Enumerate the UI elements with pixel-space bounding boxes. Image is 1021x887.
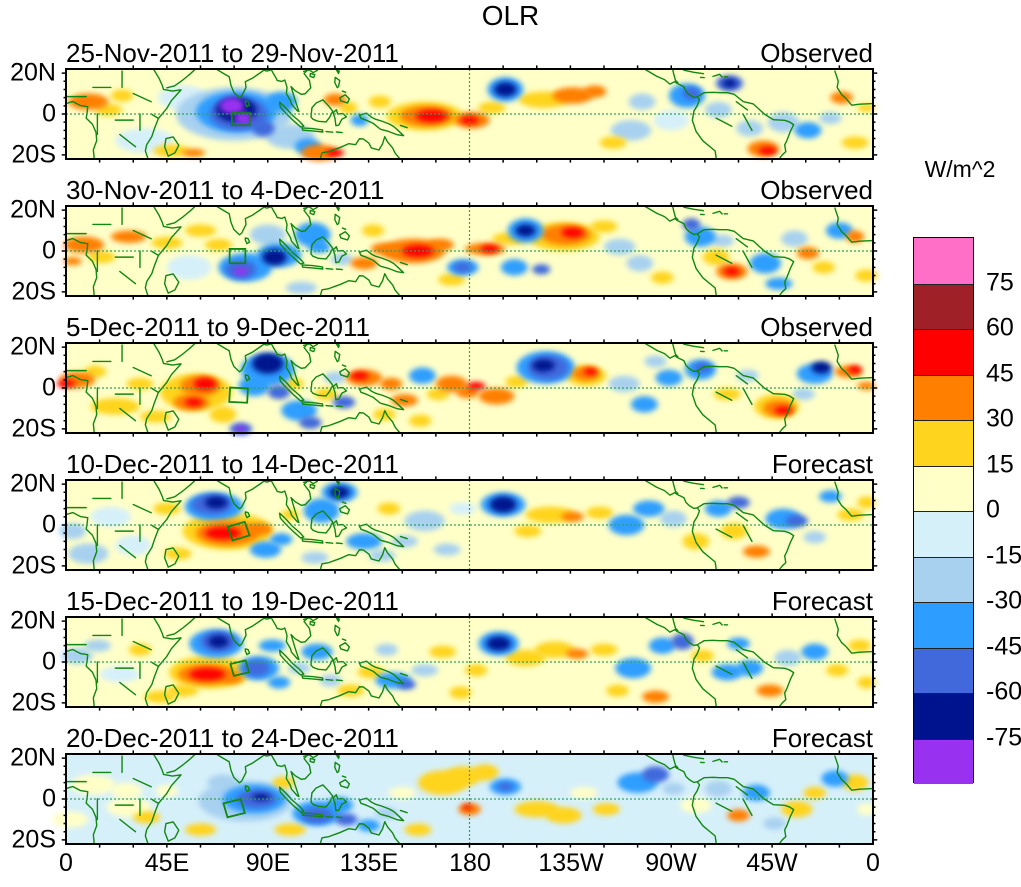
lon-tick-label: 0: [866, 849, 880, 877]
olr-anomaly-map: [59, 476, 878, 574]
colorbar-swatch: [914, 511, 973, 557]
colorbar-tick: -45: [986, 632, 1021, 660]
panel-4-map: [59, 476, 878, 574]
lon-tick-label: 90W: [645, 849, 697, 877]
panel-6-status: Forecast: [771, 723, 873, 753]
colorbar-tick: -75: [986, 723, 1021, 751]
colorbar-tick: -60: [986, 677, 1021, 706]
colorbar-tick: -15: [986, 541, 1021, 569]
panel-1-status: Observed: [760, 38, 873, 68]
lat-label-20s: 20S: [11, 688, 56, 717]
lat-label-20s: 20S: [11, 825, 56, 854]
colorbar-tick: -30: [986, 586, 1021, 615]
colorbar: 75 60 45 30 15 0 -15 -30 -45 -60 -75: [913, 237, 1021, 784]
lon-tick-label: 45E: [144, 849, 190, 877]
colorbar-tick: 0: [986, 495, 1000, 524]
panel-1-date-range: 25-Nov-2011 to 29-Nov-2011: [66, 38, 399, 68]
panel-3-date-range: 5-Dec-2011 to 9-Dec-2011: [66, 312, 370, 342]
lat-label-eq: 0: [42, 510, 56, 539]
colorbar-swatch: [914, 556, 973, 602]
lat-label-20n: 20N: [10, 469, 56, 498]
figure-title: OLR: [481, 0, 540, 31]
lat-label-eq: 0: [42, 99, 56, 128]
lat-label-20s: 20S: [11, 551, 56, 580]
olr-anomaly-map: [61, 202, 878, 300]
colorbar-swatch: [914, 329, 973, 375]
panel-5-map: [61, 613, 878, 711]
panel-3-map: [57, 339, 878, 437]
lat-label-20n: 20N: [10, 743, 56, 772]
colorbar-tick: 15: [986, 450, 1014, 478]
colorbar-swatch: [914, 238, 973, 284]
panel-2-map: [61, 202, 878, 300]
longitude-axis: 0 45E 90E 135E 180 135W 90W 45W 0: [0, 849, 1021, 879]
lat-label-20s: 20S: [11, 414, 56, 443]
lat-label-20n: 20N: [10, 195, 56, 224]
lon-tick-label: 90E: [245, 849, 291, 877]
colorbar-unit-label: W/m^2: [924, 156, 996, 182]
colorbar-swatch: [914, 693, 973, 739]
lon-tick-label: 135W: [538, 849, 604, 877]
panel-6: 20-Dec-2011 to 24-Dec-2011 Forecast 20N …: [0, 723, 1021, 854]
panel-3-status: Observed: [760, 312, 873, 342]
colorbar-swatch: [914, 647, 973, 693]
colorbar-swatch: [914, 374, 973, 420]
lon-tick-label: 135E: [339, 849, 399, 877]
panel-6-date-range: 20-Dec-2011 to 24-Dec-2011: [66, 723, 399, 753]
colorbar-tick: 75: [986, 268, 1014, 296]
colorbar-swatches: [913, 237, 974, 784]
lon-tick-label: 0: [59, 849, 73, 877]
panel-6-map: [52, 750, 878, 848]
panel-4-status: Forecast: [771, 449, 873, 479]
lat-label-20n: 20N: [10, 332, 56, 361]
colorbar-swatch: [914, 738, 973, 784]
colorbar-swatch: [914, 420, 973, 466]
olr-anomaly-map: [61, 65, 878, 163]
lat-label-eq: 0: [42, 647, 56, 676]
panel-5: 15-Dec-2011 to 19-Dec-2011 Forecast 20N …: [0, 586, 1021, 717]
colorbar-swatch: [914, 602, 973, 648]
lat-label-eq: 0: [42, 236, 56, 265]
colorbar-tick: 45: [986, 359, 1014, 387]
lon-tick-label: 45W: [746, 849, 798, 877]
colorbar-swatch: [914, 465, 973, 511]
olr-anomaly-map: [52, 750, 878, 848]
lat-label-eq: 0: [42, 373, 56, 402]
panel-4-date-range: 10-Dec-2011 to 14-Dec-2011: [66, 449, 399, 479]
lat-label-20s: 20S: [11, 140, 56, 169]
lat-label-20n: 20N: [10, 606, 56, 635]
olr-anomaly-map: [57, 339, 878, 437]
colorbar-tick: 30: [986, 404, 1014, 433]
panel-1: 25-Nov-2011 to 29-Nov-2011 Observed 20N …: [0, 38, 1021, 169]
panel-2-date-range: 30-Nov-2011 to 4-Dec-2011: [66, 175, 385, 205]
panel-2-status: Observed: [760, 175, 873, 205]
lat-label-20n: 20N: [10, 58, 56, 87]
panel-5-status: Forecast: [771, 586, 873, 616]
panel-2: 30-Nov-2011 to 4-Dec-2011 Observed 20N 0…: [0, 175, 1021, 306]
lat-label-20s: 20S: [11, 277, 56, 306]
olr-anomaly-map: [61, 613, 878, 711]
panel-5-date-range: 15-Dec-2011 to 19-Dec-2011: [66, 586, 399, 616]
panel-3: 5-Dec-2011 to 9-Dec-2011 Observed 20N 0 …: [0, 312, 1021, 443]
panel-1-map: [61, 65, 878, 163]
panel-4: 10-Dec-2011 to 14-Dec-2011 Forecast 20N …: [0, 449, 1021, 580]
colorbar-tick: 60: [986, 313, 1014, 342]
lon-tick-label: 180: [449, 849, 491, 877]
lat-label-eq: 0: [42, 784, 56, 813]
colorbar-swatch: [914, 283, 973, 329]
